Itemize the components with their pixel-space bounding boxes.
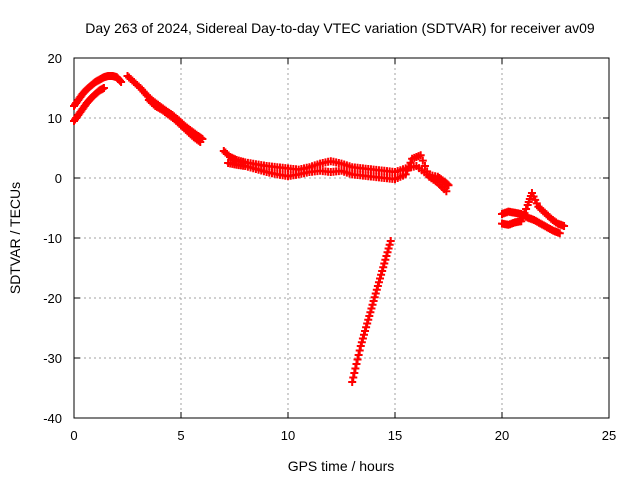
- data-point: [380, 259, 389, 268]
- data-point: [371, 289, 380, 298]
- y-tick-label: 20: [48, 51, 62, 66]
- y-tick-label: 10: [48, 111, 62, 126]
- y-tick-label: -40: [43, 411, 62, 426]
- data-point: [378, 267, 387, 275]
- data-point: [352, 360, 361, 368]
- data-point: [364, 315, 373, 324]
- data-point: [379, 263, 388, 272]
- series-arc-3b: [224, 151, 451, 196]
- data-point: [116, 76, 125, 85]
- data-point: [377, 270, 386, 279]
- data-point: [374, 278, 383, 287]
- x-tick-label: 10: [281, 428, 295, 443]
- data-point: [381, 255, 390, 264]
- y-tick-label: 0: [55, 171, 62, 186]
- data-point: [365, 312, 374, 320]
- data-point: [349, 373, 358, 382]
- data-point: [406, 158, 415, 167]
- data-point: [354, 351, 363, 359]
- data-point: [383, 248, 392, 257]
- series-arc-1: [70, 72, 126, 110]
- x-axis-label: GPS time / hours: [288, 458, 395, 474]
- data-point: [404, 162, 413, 171]
- data-point: [99, 84, 108, 92]
- data-point: [194, 136, 203, 145]
- y-tick-label: -10: [43, 231, 62, 246]
- data-point: [358, 334, 367, 343]
- grid-layer: [74, 58, 609, 418]
- series-arc-5: [498, 207, 564, 238]
- y-tick-label: -30: [43, 351, 62, 366]
- data-point: [351, 364, 360, 373]
- series-arc-1b: [70, 84, 108, 125]
- series-arc-4: [348, 237, 395, 386]
- data-point: [382, 252, 391, 260]
- chart-title: Day 263 of 2024, Sidereal Day-to-day VTE…: [85, 20, 595, 36]
- data-point: [423, 167, 432, 176]
- data-point: [518, 213, 527, 222]
- data-point: [367, 304, 376, 313]
- data-point: [385, 240, 394, 249]
- data-point: [357, 338, 366, 347]
- series-arc-5b: [498, 189, 569, 230]
- x-tick-label: 15: [388, 428, 402, 443]
- data-point: [366, 308, 375, 317]
- data-point: [442, 187, 451, 196]
- x-tick-label: 25: [602, 428, 616, 443]
- data-point: [363, 319, 372, 328]
- data-point: [373, 282, 382, 290]
- data-point: [517, 217, 526, 226]
- data-point: [416, 151, 425, 160]
- data-point: [353, 355, 362, 364]
- data-point: [403, 166, 412, 175]
- data-point: [522, 205, 531, 214]
- data-point: [520, 209, 529, 218]
- data-point: [444, 181, 453, 190]
- data-point: [386, 237, 395, 245]
- data-point: [420, 162, 429, 170]
- x-tick-label: 0: [70, 428, 77, 443]
- data-point: [370, 293, 379, 302]
- data-point: [384, 244, 393, 253]
- data-point: [369, 297, 378, 305]
- data-point: [359, 330, 368, 339]
- tick-layer: 0 5 10 15 20 25 -40 -30 -20 -10 0 10 20: [43, 51, 616, 443]
- data-point: [362, 323, 371, 332]
- data-point: [418, 156, 427, 165]
- y-tick-label: -20: [43, 291, 62, 306]
- series-arc-2b: [144, 96, 205, 146]
- data-point: [117, 78, 126, 86]
- data-point: [348, 378, 357, 386]
- data-point: [355, 346, 364, 355]
- y-axis-label: SDTVAR / TECUs: [7, 182, 23, 294]
- data-point: [560, 222, 569, 230]
- data-point: [196, 138, 205, 146]
- data-point: [401, 170, 410, 179]
- data-point: [368, 300, 377, 309]
- data-point: [356, 342, 365, 350]
- data-point: [376, 274, 385, 283]
- data-point: [555, 229, 564, 238]
- data-points: [70, 72, 569, 386]
- data-point: [372, 285, 381, 294]
- data-point: [350, 369, 359, 377]
- data-point: [361, 327, 370, 335]
- x-tick-label: 20: [495, 428, 509, 443]
- x-tick-label: 5: [177, 428, 184, 443]
